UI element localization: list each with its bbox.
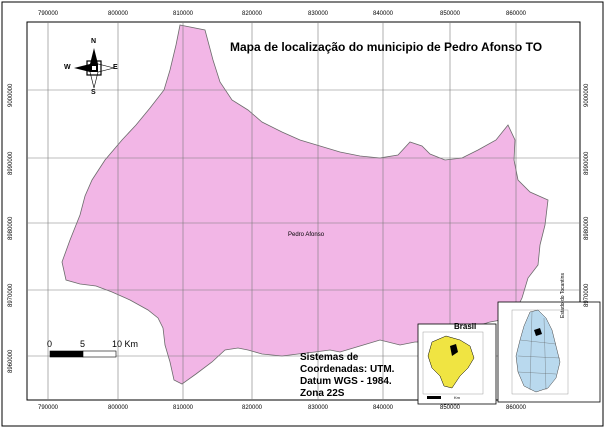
place-label: Pedro Afonso <box>288 232 325 238</box>
inset-brasil-unit: Km <box>454 395 460 400</box>
inset-tocantins-title: Estado do Tocantins <box>560 273 566 318</box>
scale-label-mid: 5 <box>80 339 86 349</box>
northing-label-right: 8980000 <box>584 216 590 240</box>
projection-info: Sistemas de Coordenadas: UTM. Datum WGS … <box>300 352 394 400</box>
easting-label-bottom: 790000 <box>37 405 59 411</box>
easting-label-bottom: 810000 <box>172 405 194 411</box>
projection-info-line: Datum WGS - 1984. <box>300 376 392 387</box>
easting-label-top: 830000 <box>307 11 329 17</box>
northing-label-right: 8970000 <box>584 283 590 307</box>
northing-label-left: 8960000 <box>8 349 14 373</box>
easting-label-top: 790000 <box>37 11 59 17</box>
municipality-polygon <box>61 24 549 385</box>
easting-label-bottom: 850000 <box>439 405 461 411</box>
projection-info-line: Sistemas de <box>300 352 359 363</box>
easting-label-top: 800000 <box>107 11 129 17</box>
compass-rose <box>74 48 115 89</box>
easting-label-bottom: 860000 <box>505 405 527 411</box>
easting-label-top: 850000 <box>439 11 461 17</box>
compass-east-letter: E <box>113 64 118 71</box>
easting-label-bottom: 800000 <box>107 405 129 411</box>
northing-label-right: 8990000 <box>584 151 590 175</box>
easting-label-bottom: 820000 <box>241 405 263 411</box>
easting-label-top: 860000 <box>505 11 527 17</box>
compass-west-letter: W <box>64 64 71 71</box>
compass-north-letter: N <box>91 38 97 45</box>
northing-label-left: 8970000 <box>8 283 14 307</box>
easting-label-bottom: 830000 <box>307 405 329 411</box>
inset-brasil-title: Brasil <box>454 322 477 331</box>
scale-label-start: 0 <box>47 339 53 349</box>
easting-label-top: 820000 <box>241 11 263 17</box>
northing-label-left: 8990000 <box>8 151 14 175</box>
northing-label-left: 8980000 <box>8 216 14 240</box>
projection-info-line: Coordenadas: UTM. <box>300 364 395 375</box>
northing-label-left: 9000000 <box>8 83 14 107</box>
easting-label-top: 840000 <box>372 11 394 17</box>
compass-south-letter: S <box>91 89 96 96</box>
projection-info-line: Zona 22S <box>300 388 345 399</box>
scale-label-end: 10 Km <box>112 339 139 349</box>
inset-tocantins <box>497 301 601 403</box>
easting-label-bottom: 840000 <box>372 405 394 411</box>
northing-label-right: 9000000 <box>584 83 590 107</box>
inset-brasil <box>417 323 497 405</box>
map-title: Mapa de localização do municipio de Pedr… <box>230 40 543 54</box>
scale-bar <box>49 350 117 358</box>
easting-label-top: 810000 <box>172 11 194 17</box>
